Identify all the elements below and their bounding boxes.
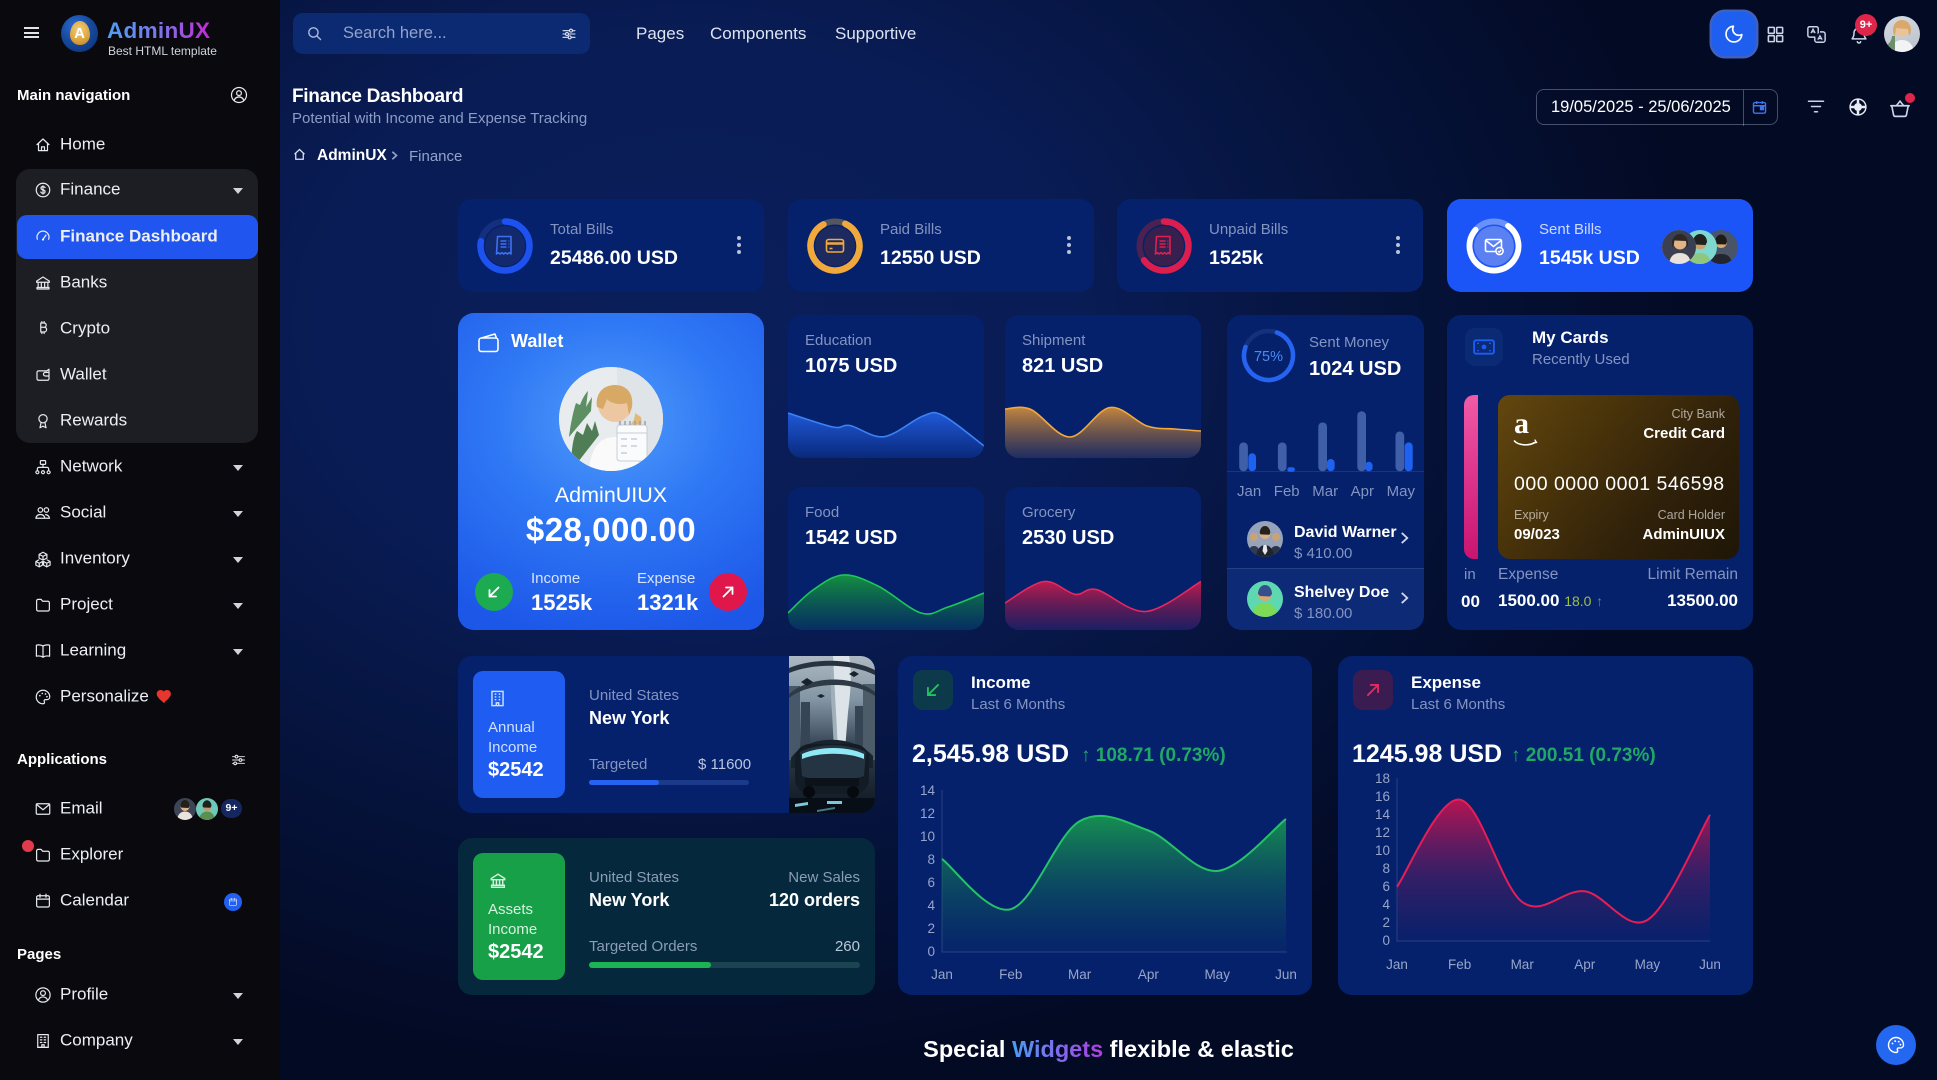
svg-text:Apr: Apr [1574,957,1596,972]
svg-text:May: May [1204,967,1230,982]
svg-text:12: 12 [920,806,935,821]
svg-text:Mar: Mar [1068,967,1092,982]
svg-text:Jan: Jan [931,967,953,982]
svg-text:16: 16 [1375,789,1390,804]
svg-text:2: 2 [1382,915,1390,930]
svg-text:14: 14 [1375,807,1391,822]
svg-text:14: 14 [920,783,936,798]
svg-text:8: 8 [1382,861,1390,876]
svg-text:12: 12 [1375,825,1390,840]
svg-text:8: 8 [927,852,935,867]
svg-text:Mar: Mar [1511,957,1535,972]
svg-text:18: 18 [1375,771,1390,786]
svg-text:0: 0 [927,944,935,959]
svg-text:May: May [1635,957,1661,972]
svg-text:Apr: Apr [1138,967,1160,982]
svg-text:75%: 75% [1254,349,1283,365]
svg-text:Feb: Feb [999,967,1022,982]
svg-text:Jun: Jun [1275,967,1297,982]
svg-text:6: 6 [1382,879,1390,894]
svg-text:Jan: Jan [1386,957,1408,972]
svg-text:2: 2 [927,921,935,936]
svg-text:4: 4 [927,898,935,913]
svg-text:Feb: Feb [1448,957,1471,972]
svg-text:6: 6 [927,875,935,890]
svg-text:0: 0 [1382,933,1390,948]
svg-text:Jun: Jun [1699,957,1721,972]
svg-text:10: 10 [1375,843,1390,858]
svg-text:4: 4 [1382,897,1390,912]
svg-text:10: 10 [920,829,935,844]
